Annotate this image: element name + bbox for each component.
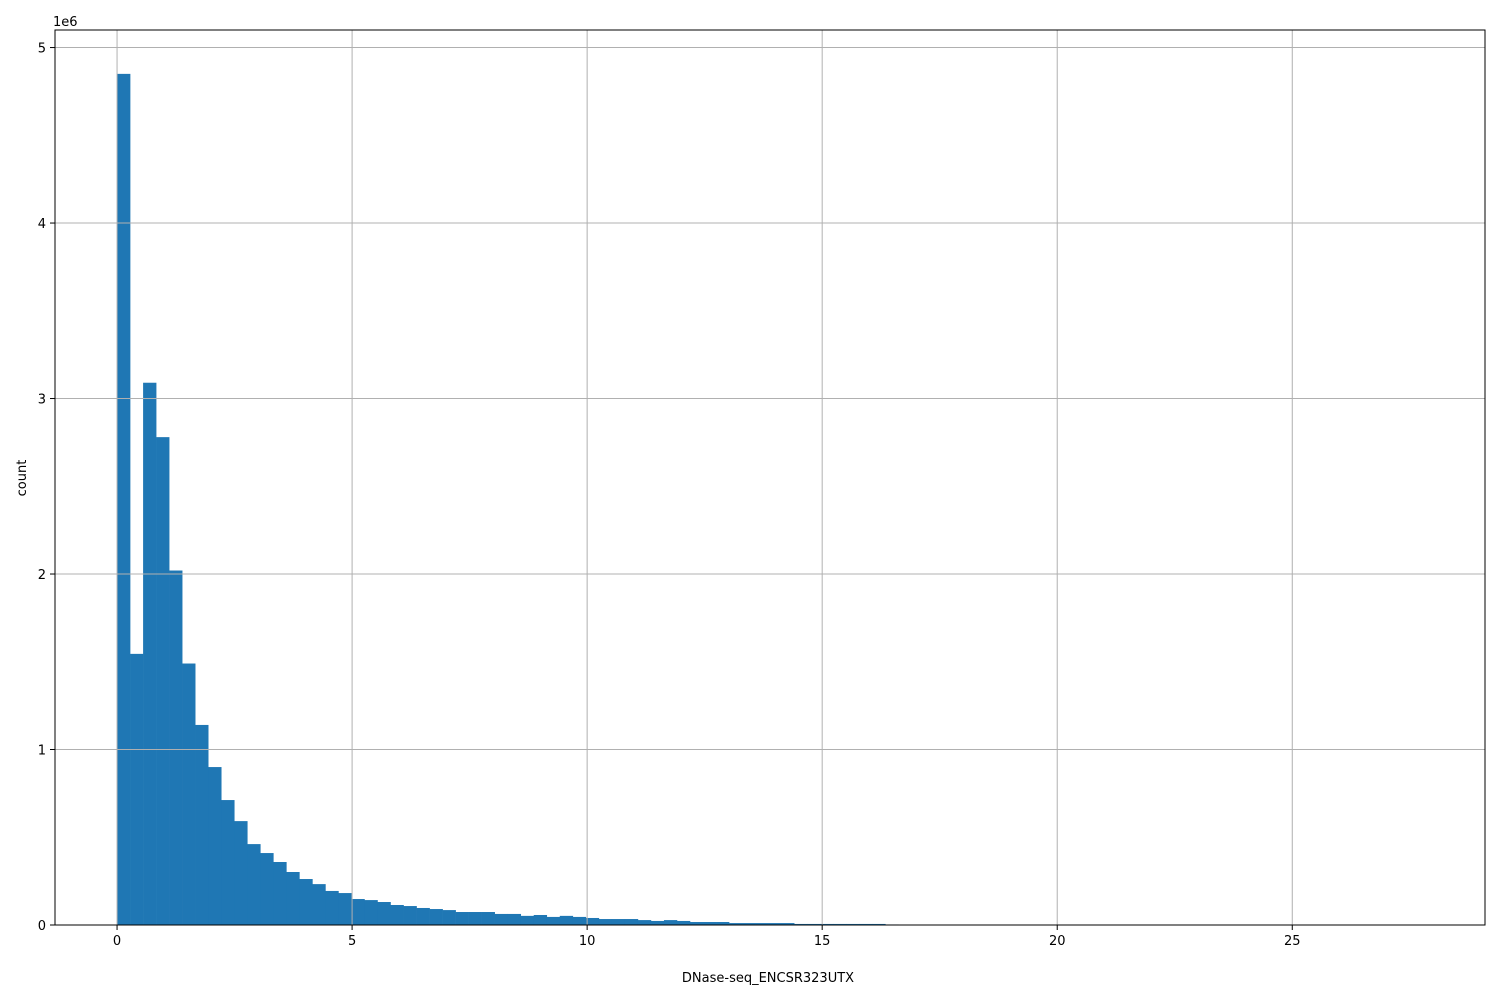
histogram-bar	[169, 570, 183, 925]
x-tick-label: 25	[1284, 934, 1301, 949]
histogram-bar	[572, 916, 587, 925]
histogram-bar	[755, 923, 769, 925]
histogram-bar	[546, 916, 561, 925]
histogram-bar	[729, 923, 743, 925]
histogram-bar	[273, 861, 287, 925]
x-axis: 0 5 10 15 20 25	[113, 925, 1301, 949]
y-tick-label: 2	[38, 568, 46, 583]
histogram-bar	[416, 907, 430, 925]
histogram-bar	[195, 724, 209, 925]
histogram-bar	[676, 920, 691, 925]
histogram-bar	[182, 663, 196, 925]
histogram-bar	[156, 437, 170, 925]
y-tick-label: 5	[38, 42, 46, 57]
histogram-bar	[598, 919, 613, 925]
histogram-bar	[312, 884, 326, 925]
histogram-bar	[520, 915, 535, 925]
histogram-bar	[846, 923, 860, 925]
histogram-bar	[703, 922, 717, 925]
y-offset-text: 1e6	[53, 15, 78, 30]
histogram-bar	[742, 923, 756, 925]
histogram-bar	[533, 914, 548, 925]
histogram-bar	[872, 923, 886, 925]
histogram-bar	[234, 821, 248, 925]
histogram-bar	[143, 382, 157, 925]
y-tick-label: 4	[38, 217, 46, 232]
histogram-bar	[689, 922, 704, 925]
histogram-bar	[859, 923, 873, 925]
histogram-bar	[403, 906, 417, 925]
x-tick-label: 10	[579, 934, 596, 949]
histogram-bar	[351, 899, 365, 925]
histogram-bar	[247, 844, 261, 925]
histogram-bar	[820, 923, 834, 925]
y-tick-label: 0	[38, 919, 46, 934]
bars	[117, 73, 1420, 925]
histogram-bar	[286, 872, 300, 925]
histogram-bar	[429, 909, 443, 925]
histogram-bar	[794, 923, 808, 925]
histogram-bar	[807, 923, 821, 925]
histogram-bar	[208, 767, 222, 925]
histogram-bar	[611, 919, 626, 925]
histogram-bar	[716, 922, 730, 925]
histogram-bar	[481, 912, 495, 925]
histogram-bar	[377, 902, 391, 925]
histogram-bar	[494, 913, 508, 925]
histogram-bar	[299, 879, 313, 925]
histogram-bar	[325, 890, 339, 925]
plot-frame	[54, 29, 1486, 926]
x-tick-label: 5	[348, 934, 356, 949]
histogram-bar	[624, 919, 639, 925]
x-tick-label: 15	[814, 934, 831, 949]
y-tick-label: 3	[38, 393, 46, 408]
histogram-bar	[833, 923, 847, 925]
histogram-bar	[663, 920, 678, 925]
grid	[55, 30, 1485, 926]
y-axis-label: count	[15, 460, 30, 497]
histogram-bar	[455, 912, 469, 925]
histogram-bar	[130, 653, 144, 925]
histogram-bar	[364, 900, 378, 925]
histogram-bar	[338, 893, 352, 925]
histogram-bar	[221, 800, 235, 925]
histogram-bar	[768, 923, 782, 925]
histogram-bar	[260, 853, 274, 925]
histogram-bar	[781, 923, 795, 925]
histogram-bar	[585, 917, 600, 925]
histogram-bar	[117, 73, 131, 925]
y-axis: 0 1 2 3 4 5	[38, 42, 55, 934]
histogram-bar	[468, 912, 482, 925]
histogram-bar	[442, 910, 456, 925]
x-tick-label: 20	[1049, 934, 1066, 949]
histogram-bar	[650, 920, 665, 925]
histogram-bar	[637, 920, 652, 925]
x-axis-label: DNase-seq_ENCSR323UTX	[682, 971, 854, 986]
x-tick-label: 0	[113, 934, 121, 949]
histogram-bar	[390, 904, 404, 925]
y-tick-label: 1	[38, 744, 46, 759]
histogram-bar	[507, 913, 522, 925]
histogram-bar	[559, 915, 574, 925]
